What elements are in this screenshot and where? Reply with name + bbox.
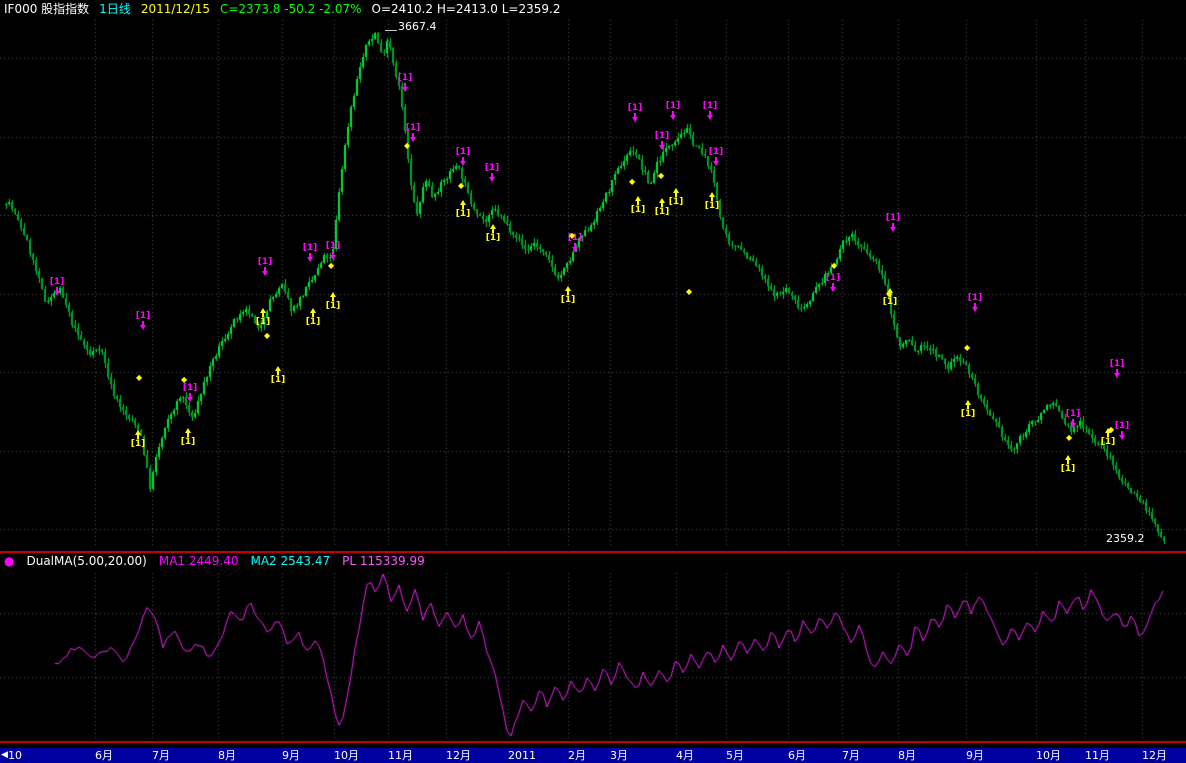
time-axis-bar[interactable]: ◀ 10 6月 7月 8月 9月 10月 11月 12月 2011 2月 3月 4月 5月 6月 7月 8月 9月…	[0, 748, 1186, 763]
info-segment-4: O=2410.2 H=2413.0 L=2359.2	[371, 2, 561, 16]
time-tick-3: 8月	[218, 749, 236, 762]
time-tick-17: 10月	[1036, 749, 1061, 762]
indicator-segment-0: ●	[4, 554, 15, 568]
time-tick-19: 12月	[1142, 749, 1167, 762]
info-segment-2: 2011/12/15	[140, 2, 210, 16]
time-tick-4: 9月	[282, 749, 300, 762]
indicator-segment-4: PL 115339.99	[342, 554, 425, 568]
indicator-segment-1: DualMA(5.00,20.00)	[26, 554, 147, 568]
time-tick-7: 12月	[446, 749, 471, 762]
scroll-left-icon[interactable]: ◀	[1, 750, 8, 760]
indicator-segment-2: MA1 2449.40	[158, 554, 239, 568]
time-tick-0: 10	[8, 749, 22, 762]
time-tick-6: 11月	[388, 749, 413, 762]
time-tick-18: 11月	[1085, 749, 1110, 762]
time-tick-12: 5月	[726, 749, 744, 762]
time-tick-13: 6月	[788, 749, 806, 762]
indicator-chart-canvas[interactable]	[0, 571, 1186, 740]
time-tick-5: 10月	[334, 749, 359, 762]
info-segment-1: 1日线	[99, 2, 131, 16]
chart-info-bar: IF000 股指指数 1日线 2011/12/15 C=2373.8 -50.2 -2…	[0, 0, 1186, 18]
main-price-chart-canvas[interactable]	[0, 18, 1186, 551]
time-tick-10: 3月	[610, 749, 628, 762]
time-tick-2: 7月	[152, 749, 170, 762]
info-segment-0: IF000 股指指数	[4, 2, 90, 16]
panel-separator-2	[0, 741, 1186, 743]
peak-callout-line	[385, 30, 397, 31]
time-tick-16: 9月	[966, 749, 984, 762]
indicator-segment-3: MA2 2543.47	[250, 554, 331, 568]
panel-separator	[0, 551, 1186, 553]
time-tick-8: 2011	[508, 749, 536, 762]
time-tick-1: 6月	[95, 749, 113, 762]
indicator-info-bar: ● DualMA(5.00,20.00) MA1 2449.40 MA2 2543.4…	[0, 553, 1186, 570]
time-tick-15: 8月	[898, 749, 916, 762]
peak-price-label: 3667.4	[398, 20, 437, 33]
time-tick-9: 2月	[568, 749, 586, 762]
time-tick-11: 4月	[676, 749, 694, 762]
last-price-label: 2359.2	[1106, 532, 1145, 545]
time-tick-14: 7月	[842, 749, 860, 762]
info-segment-3: C=2373.8 -50.2 -2.07%	[219, 2, 362, 16]
